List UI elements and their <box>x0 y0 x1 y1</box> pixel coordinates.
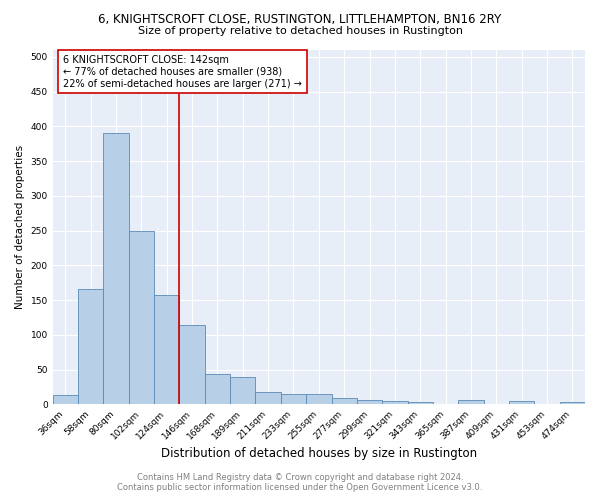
Bar <box>205 374 230 404</box>
Bar <box>103 134 129 404</box>
Bar <box>509 401 535 404</box>
Text: Contains HM Land Registry data © Crown copyright and database right 2024.
Contai: Contains HM Land Registry data © Crown c… <box>118 473 482 492</box>
Bar <box>357 400 382 404</box>
Bar <box>332 398 357 404</box>
Bar <box>53 395 78 404</box>
Bar <box>230 376 256 404</box>
Bar <box>382 401 407 404</box>
Bar <box>256 392 281 404</box>
Text: 6, KNIGHTSCROFT CLOSE, RUSTINGTON, LITTLEHAMPTON, BN16 2RY: 6, KNIGHTSCROFT CLOSE, RUSTINGTON, LITTL… <box>98 12 502 26</box>
Text: 6 KNIGHTSCROFT CLOSE: 142sqm
← 77% of detached houses are smaller (938)
22% of s: 6 KNIGHTSCROFT CLOSE: 142sqm ← 77% of de… <box>64 56 302 88</box>
Bar <box>306 394 332 404</box>
Text: Size of property relative to detached houses in Rustington: Size of property relative to detached ho… <box>137 26 463 36</box>
Bar <box>458 400 484 404</box>
X-axis label: Distribution of detached houses by size in Rustington: Distribution of detached houses by size … <box>161 447 477 460</box>
Bar <box>407 402 433 404</box>
Y-axis label: Number of detached properties: Number of detached properties <box>15 145 25 310</box>
Bar <box>179 324 205 404</box>
Bar <box>78 289 103 405</box>
Bar <box>154 296 179 405</box>
Bar <box>281 394 306 404</box>
Bar <box>560 402 585 404</box>
Bar <box>129 232 154 404</box>
